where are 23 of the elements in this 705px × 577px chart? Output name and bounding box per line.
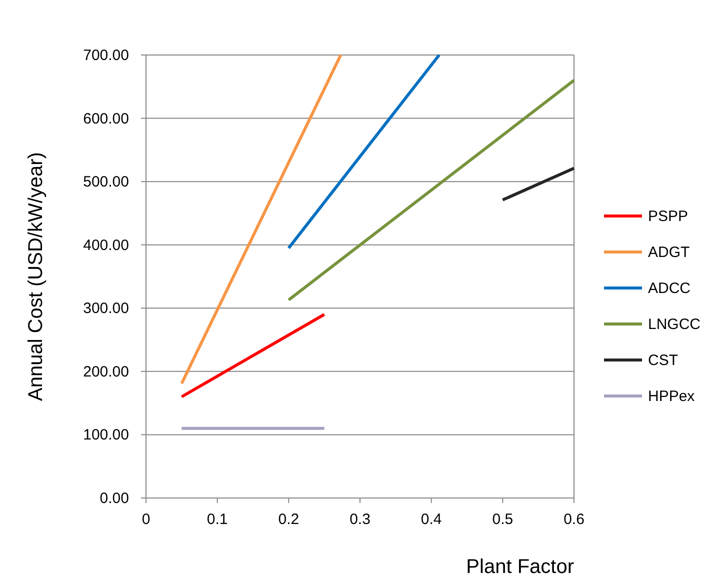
y-tick-label: 400.00 [83,236,129,254]
x-tick-label: 0 [142,511,150,528]
y-axis-title: Annual Cost (USD/kW/year) [25,152,47,401]
y-tick-label: 100.00 [83,426,129,444]
x-tick-label: 0.1 [206,511,228,528]
legend-label: CST [648,352,678,369]
y-tick-label: 0.00 [100,490,129,507]
legend-label: ADGT [648,244,690,261]
x-axis-title: Plant Factor [466,556,574,577]
y-tick-label: 300.00 [83,300,129,318]
legend-label: PSPP [648,208,688,225]
y-tick-label: 500.00 [83,174,129,191]
x-tick-label: 0.3 [350,511,370,528]
y-tick-label: 200.00 [83,363,129,380]
legend-label: LNGCC [648,316,701,333]
y-tick-label: 700.00 [83,47,129,64]
legend-label: HPPex [648,388,696,405]
x-tick-label: 0.2 [278,511,300,528]
y-tick-label: 600.00 [83,110,129,128]
x-tick-label: 0.5 [492,511,514,528]
legend-label: ADCC [648,280,691,297]
x-tick-label: 0.4 [420,511,442,528]
x-tick-label: 0.6 [564,511,584,528]
